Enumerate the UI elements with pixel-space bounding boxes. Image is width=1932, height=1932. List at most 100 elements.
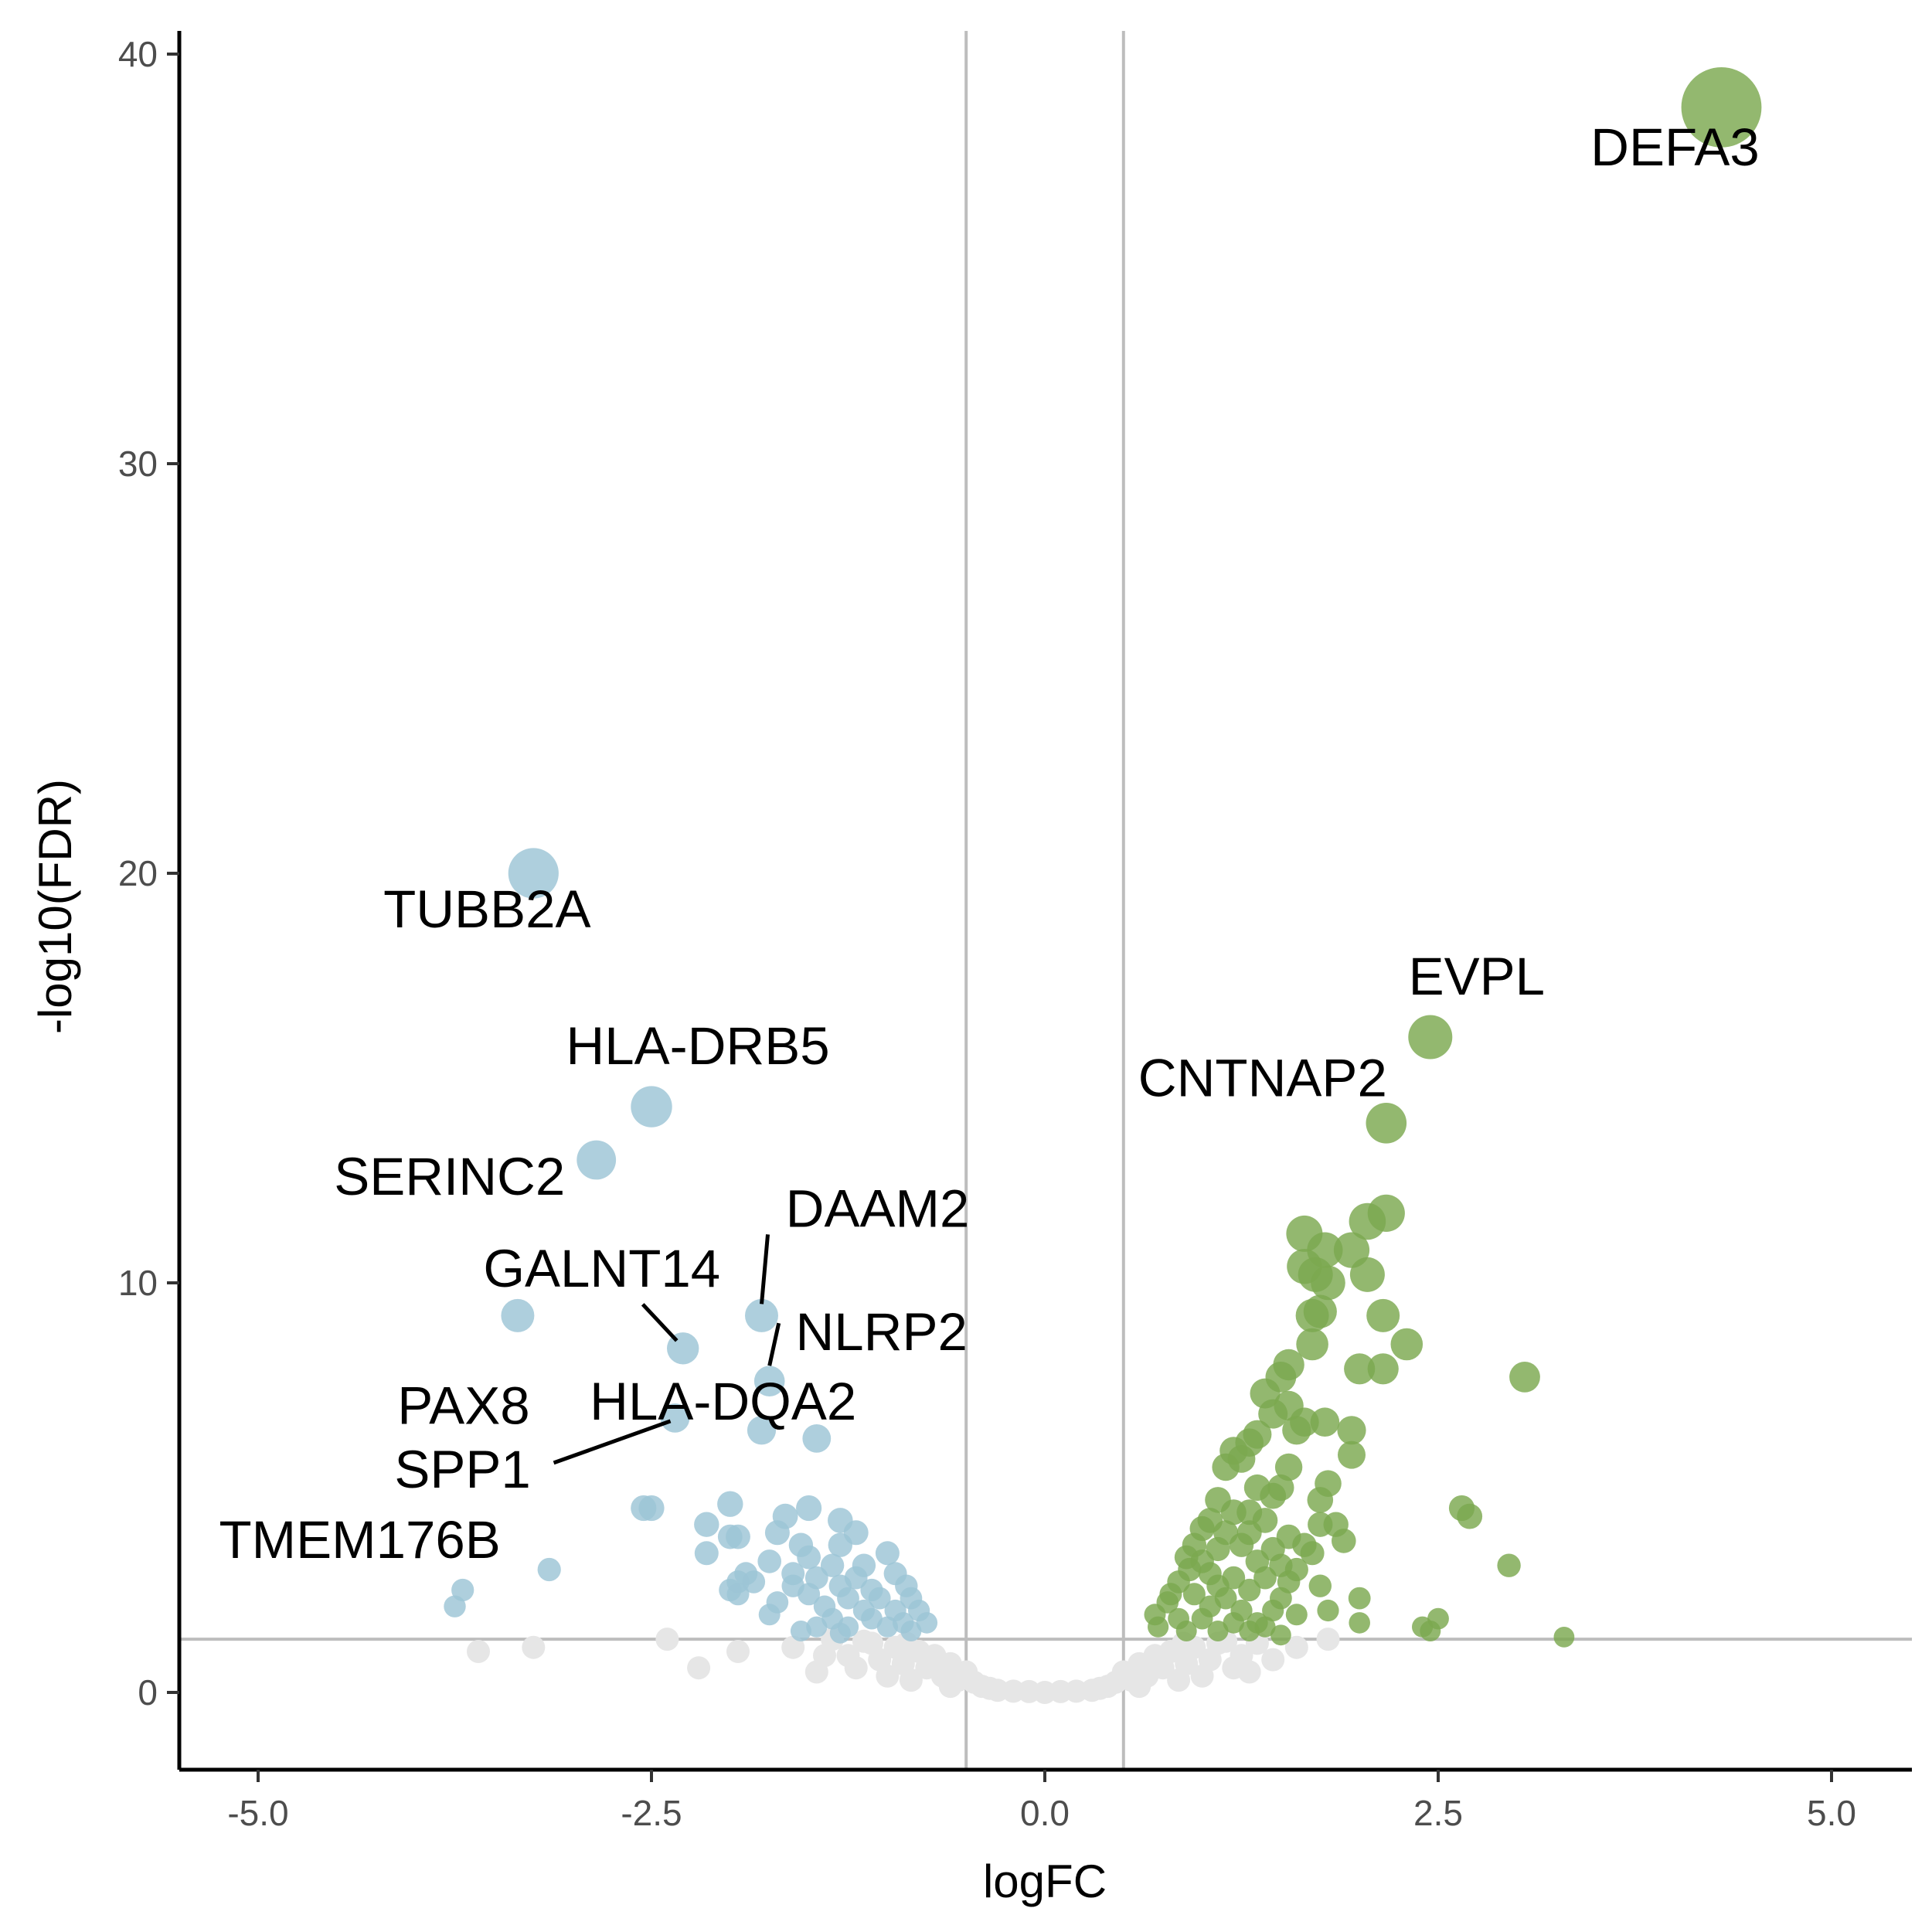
gene-label: DEFA3 <box>1590 117 1760 177</box>
down-regulated-point <box>916 1612 938 1634</box>
up-regulated-point <box>1296 1328 1328 1361</box>
up-regulated-point <box>1300 1541 1325 1566</box>
gene-label: GALNT14 <box>483 1239 720 1298</box>
axes: -5.0 -2.5 0.0 2.5 5.0 0 10 20 30 40 <box>118 31 1912 1833</box>
y-tick-label: 40 <box>118 34 158 74</box>
up-regulated-point <box>1262 1599 1284 1622</box>
up-regulated-point <box>1260 1482 1287 1509</box>
label-leader-line <box>767 1322 781 1366</box>
up-regulated-point <box>1212 1453 1240 1481</box>
up-regulated-point <box>1681 66 1762 148</box>
points-layer <box>444 66 1762 1704</box>
down-regulated-point <box>875 1541 900 1566</box>
down-regulated-point <box>757 1549 781 1573</box>
up-regulated-point <box>1270 1624 1291 1646</box>
down-regulated-point <box>837 1587 859 1610</box>
ns-regulated-point <box>1284 1635 1308 1659</box>
up-regulated-point <box>1367 1353 1399 1385</box>
x-tick-label: -5.0 <box>227 1793 288 1833</box>
up-regulated-point <box>1317 1599 1339 1622</box>
ns-regulated-point <box>726 1640 750 1663</box>
up-regulated-point <box>1349 1257 1385 1292</box>
ns-regulated-point <box>813 1644 836 1668</box>
down-regulated-point <box>694 1512 719 1537</box>
up-regulated-point <box>1366 1103 1407 1144</box>
gene-label: TMEM176B <box>219 1510 501 1570</box>
down-regulated-point <box>537 1557 561 1582</box>
down-regulated-point <box>798 1583 821 1606</box>
gene-label: SPP1 <box>394 1440 530 1499</box>
up-regulated-point <box>1295 1298 1329 1332</box>
down-regulated-point <box>694 1541 719 1566</box>
down-regulated-point <box>717 1491 743 1517</box>
up-regulated-point <box>1349 1612 1370 1634</box>
down-regulated-point <box>797 1545 821 1570</box>
x-axis-title: logFC <box>983 1855 1107 1907</box>
label-leader-line <box>760 1234 770 1304</box>
up-regulated-point <box>1408 1015 1453 1060</box>
ns-regulated-point <box>467 1640 490 1663</box>
ns-regulated-point <box>844 1656 868 1680</box>
up-regulated-point <box>1348 1587 1371 1610</box>
ns-regulated-point <box>852 1629 876 1653</box>
up-regulated-point <box>1191 1607 1213 1630</box>
ns-regulated-point <box>899 1668 923 1692</box>
down-regulated-point <box>444 1595 466 1617</box>
x-tick-label: -2.5 <box>621 1793 682 1833</box>
down-regulated-point <box>900 1621 922 1641</box>
gene-label: CNTNAP2 <box>1138 1048 1387 1107</box>
up-regulated-point <box>1238 1578 1261 1602</box>
gene-label: TUBB2A <box>383 879 590 939</box>
y-tick-label: 10 <box>118 1263 158 1303</box>
down-regulated-point <box>638 1495 665 1522</box>
up-regulated-point <box>1497 1553 1521 1577</box>
up-regulated-point <box>1344 1353 1376 1385</box>
down-regulated-point <box>747 1416 777 1445</box>
up-regulated-point <box>1229 1532 1254 1557</box>
up-regulated-point <box>1390 1328 1423 1361</box>
threshold-lines <box>179 31 1912 1770</box>
down-regulated-point <box>577 1140 617 1180</box>
down-regulated-point <box>745 1298 778 1332</box>
up-regulated-point <box>1182 1583 1206 1606</box>
up-regulated-point <box>1175 1621 1197 1641</box>
up-regulated-point <box>1310 1407 1340 1437</box>
up-regulated-point <box>1509 1362 1540 1393</box>
down-regulated-point <box>631 1086 672 1128</box>
down-regulated-point <box>829 1622 851 1644</box>
up-regulated-point <box>1337 1416 1366 1445</box>
ns-regulated-point <box>781 1635 805 1659</box>
up-regulated-point <box>1148 1616 1169 1638</box>
ns-regulated-point <box>1261 1648 1285 1672</box>
down-regulated-point <box>719 1578 742 1602</box>
ns-regulated-point <box>522 1635 546 1659</box>
down-regulated-point <box>806 1616 828 1638</box>
up-regulated-point <box>1207 1621 1229 1641</box>
gene-annotations: DEFA3 TUBB2A EVPL HLA-DRB5 CNTNAP2 SERINC2 DAA… <box>219 117 1760 1570</box>
down-regulated-point <box>802 1424 832 1453</box>
down-regulated-point <box>660 1403 690 1433</box>
down-regulated-point <box>726 1524 750 1549</box>
up-regulated-point <box>1349 1202 1386 1240</box>
up-regulated-point <box>1253 1566 1277 1590</box>
y-tick-label: 30 <box>118 444 158 484</box>
gene-label: PAX8 <box>397 1376 529 1435</box>
y-axis-title: -log10(FDR) <box>29 779 81 1034</box>
up-regulated-point <box>1457 1503 1483 1529</box>
down-regulated-point <box>820 1553 845 1577</box>
up-regulated-point <box>1254 1616 1276 1638</box>
ns-regulated-point <box>938 1675 962 1699</box>
down-regulated-point <box>758 1604 781 1626</box>
y-tick-label: 20 <box>118 853 158 893</box>
ns-regulated-point <box>1128 1675 1151 1699</box>
down-regulated-point <box>876 1616 898 1638</box>
gene-label: EVPL <box>1409 947 1545 1006</box>
up-regulated-point <box>1239 1621 1260 1641</box>
down-regulated-point <box>828 1532 853 1557</box>
ns-regulated-point <box>1237 1660 1261 1684</box>
x-tick-label: 0.0 <box>1020 1793 1070 1833</box>
up-regulated-point <box>1308 1574 1332 1597</box>
up-regulated-point <box>1223 1612 1245 1634</box>
up-regulated-point <box>1311 1265 1345 1301</box>
